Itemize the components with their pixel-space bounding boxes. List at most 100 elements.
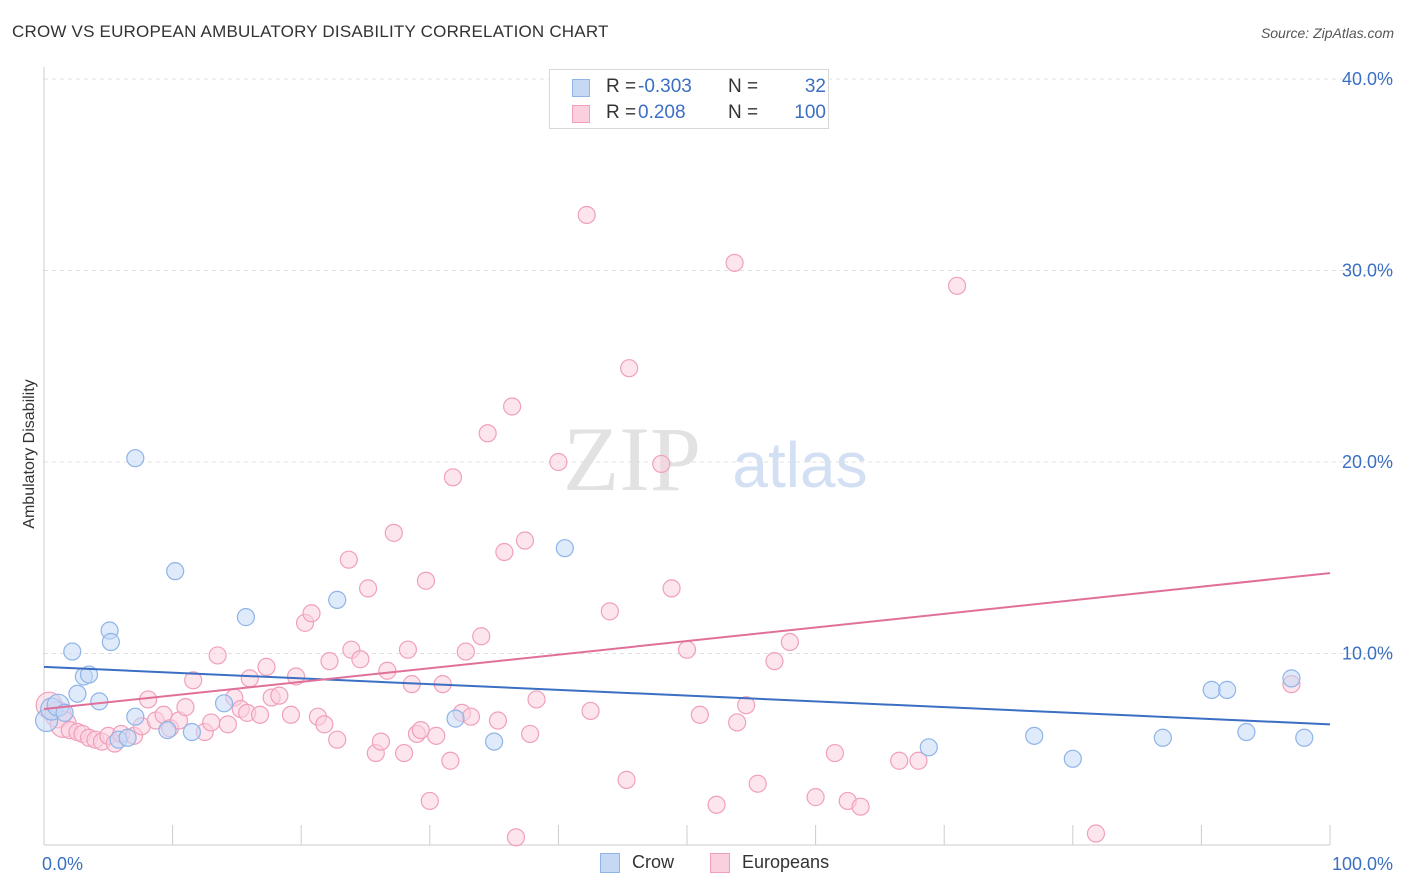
europeans-point <box>748 774 767 793</box>
crow-point <box>236 608 256 627</box>
r-label: R = <box>606 102 637 123</box>
y-tick-label: 20.0% <box>1342 452 1393 472</box>
crow-point <box>1063 749 1082 768</box>
europeans-points <box>35 205 1301 847</box>
europeans-point <box>472 627 491 646</box>
europeans-point <box>488 711 508 730</box>
europeans-point <box>208 646 227 665</box>
europeans-point <box>240 669 259 688</box>
europeans-point <box>851 797 870 816</box>
europeans-point <box>1086 824 1106 843</box>
europeans-point <box>184 671 203 690</box>
crow-points <box>34 449 1314 768</box>
crow-point <box>1202 680 1221 699</box>
r-label: R = <box>606 76 637 97</box>
europeans-swatch <box>710 853 730 873</box>
europeans-point <box>427 726 446 745</box>
crow-point <box>68 684 87 703</box>
europeans-point <box>351 650 370 669</box>
crow-point <box>55 703 74 722</box>
europeans-point <box>250 705 270 724</box>
crow-point <box>90 692 109 711</box>
x-tick-label: 100.0% <box>1332 854 1393 874</box>
europeans-point <box>806 788 825 807</box>
europeans-point <box>281 705 301 724</box>
europeans-point <box>420 791 439 811</box>
r-value: 0.208 <box>638 102 686 123</box>
y-tick-label: 30.0% <box>1342 261 1393 281</box>
crow-point <box>1025 726 1044 745</box>
europeans-point <box>909 751 928 770</box>
crow-point <box>126 707 145 726</box>
europeans-point <box>728 713 747 732</box>
n-value: 32 <box>804 76 826 97</box>
n-label: N = <box>728 102 759 123</box>
europeans-point <box>358 579 378 598</box>
europeans-point <box>320 652 339 671</box>
europeans-point <box>443 468 463 487</box>
europeans-point <box>577 205 596 225</box>
chart-title: CROW VS EUROPEAN AMBULATORY DISABILITY C… <box>12 22 609 41</box>
europeans-point <box>515 531 535 550</box>
europeans-point <box>503 397 522 416</box>
europeans-trend-line <box>43 572 1331 711</box>
europeans-point <box>441 751 460 770</box>
x-tick-label: 0.0% <box>42 854 83 874</box>
crow-point <box>446 709 465 728</box>
europeans-point <box>202 713 221 732</box>
europeans-point <box>495 542 514 562</box>
r-value: -0.303 <box>638 76 692 97</box>
legend-label-europeans: Europeans <box>742 852 830 872</box>
y-tick-label: 10.0% <box>1342 644 1393 664</box>
europeans-point <box>506 828 526 847</box>
europeans-point <box>416 571 436 590</box>
europeans-swatch <box>572 105 590 123</box>
europeans-point <box>218 715 237 734</box>
europeans-point <box>286 667 306 686</box>
europeans-point <box>411 720 430 740</box>
crow-point <box>1153 728 1172 747</box>
crow-point <box>1282 669 1301 688</box>
crow-point <box>555 539 574 558</box>
europeans-point <box>371 732 391 751</box>
europeans-point <box>780 632 799 652</box>
crow-swatch <box>600 853 620 873</box>
tick-labels: 10.0% 20.0% 30.0% 40.0% 0.0% 100.0% <box>42 69 1393 874</box>
europeans-point <box>456 642 475 661</box>
europeans-point <box>581 701 600 721</box>
europeans-point <box>384 523 403 542</box>
europeans-point <box>315 715 334 734</box>
correlation-legend: R = -0.303 N = 32 R = 0.208 N = 100 <box>549 69 829 129</box>
europeans-point <box>947 276 967 295</box>
crow-point <box>919 738 938 757</box>
europeans-point <box>765 652 784 671</box>
watermark-atlas: atlas <box>732 429 867 501</box>
europeans-point <box>549 452 568 472</box>
europeans-point <box>707 795 726 814</box>
n-value: 100 <box>794 102 826 123</box>
europeans-point <box>527 690 546 709</box>
europeans-point <box>478 424 497 443</box>
crow-point <box>485 732 504 751</box>
europeans-point <box>600 602 619 621</box>
europeans-point <box>737 696 756 715</box>
watermark: ZIP atlas <box>563 408 868 510</box>
europeans-point <box>725 253 744 272</box>
watermark-zip: ZIP <box>563 408 701 510</box>
crow-swatch <box>572 79 590 97</box>
crow-point <box>328 590 347 609</box>
europeans-point <box>328 730 347 749</box>
crow-point <box>1218 680 1237 699</box>
europeans-point <box>257 657 276 677</box>
europeans-point <box>825 743 844 763</box>
crow-point <box>79 665 99 684</box>
europeans-point <box>652 454 671 474</box>
series-legend: Crow Europeans <box>600 850 860 876</box>
europeans-point <box>677 640 697 659</box>
europeans-point <box>378 661 397 680</box>
europeans-point <box>398 640 418 659</box>
europeans-point <box>620 359 639 378</box>
crow-point <box>118 728 137 747</box>
europeans-point <box>521 724 540 744</box>
